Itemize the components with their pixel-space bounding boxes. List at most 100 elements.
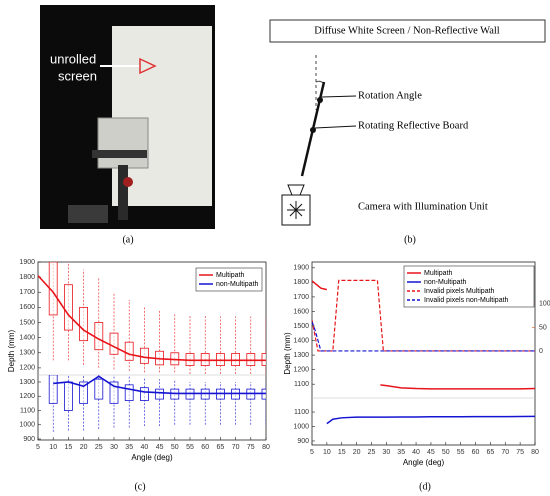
box bbox=[64, 284, 73, 331]
y-tick-label: 1300 bbox=[293, 352, 309, 359]
x-tick-label: 40 bbox=[141, 444, 149, 451]
x-tick-label: 35 bbox=[397, 449, 405, 456]
x-tick-label: 25 bbox=[95, 444, 103, 451]
box bbox=[124, 384, 134, 401]
x-tick-label: 40 bbox=[412, 449, 420, 456]
box bbox=[109, 381, 119, 404]
arrow-head bbox=[139, 57, 157, 75]
y-tick-label: 1100 bbox=[294, 381, 309, 388]
x-tick-label: 50 bbox=[442, 449, 450, 456]
y-tick-label: 1400 bbox=[293, 337, 309, 344]
x-tick-label: 50 bbox=[171, 444, 179, 451]
box bbox=[79, 381, 88, 404]
x-tick-label: 60 bbox=[472, 449, 480, 456]
series bbox=[312, 280, 535, 390]
box bbox=[124, 341, 134, 361]
x-tick-label: 60 bbox=[201, 444, 209, 451]
y-tick-label: 900 bbox=[23, 436, 35, 443]
x-axis-label: Angle (deg) bbox=[403, 458, 445, 467]
equipment bbox=[68, 205, 108, 223]
x-tick-label: 55 bbox=[186, 444, 194, 451]
photo-label: unrolled bbox=[50, 51, 96, 66]
x-tick-label: 65 bbox=[217, 444, 225, 451]
screen-box bbox=[269, 19, 546, 43]
y-tick-label: 1800 bbox=[293, 279, 309, 286]
leader bbox=[321, 95, 357, 98]
y-tick-label: 1200 bbox=[19, 365, 35, 372]
x-tick-label: 75 bbox=[247, 444, 255, 451]
box bbox=[48, 375, 58, 404]
box bbox=[94, 378, 104, 400]
box bbox=[64, 381, 73, 411]
y-tick-label: 1000 bbox=[19, 422, 35, 429]
line bbox=[312, 321, 535, 352]
board bbox=[97, 117, 149, 169]
pivot bbox=[317, 97, 323, 103]
camera-lens bbox=[287, 184, 305, 196]
screen bbox=[112, 26, 212, 206]
legend-label: non-Multipath bbox=[424, 279, 467, 286]
series bbox=[312, 279, 535, 352]
y-axis-label: Depth (mm) bbox=[7, 330, 16, 373]
y-axis-label: Depth (mm) bbox=[283, 332, 292, 375]
box bbox=[139, 347, 149, 364]
legend-label: non-Multipath bbox=[216, 281, 259, 288]
x-tick-label: 20 bbox=[80, 444, 88, 451]
box bbox=[94, 322, 104, 351]
y-tick-label: 1500 bbox=[19, 319, 35, 326]
x-tick-label: 15 bbox=[338, 449, 346, 456]
y-tick-label: 1400 bbox=[19, 334, 35, 341]
box bbox=[155, 388, 165, 400]
median-line bbox=[38, 275, 266, 362]
caption: (a) bbox=[122, 234, 133, 245]
y-tick-label: 900 bbox=[297, 438, 309, 445]
y-tick-label: 1100 bbox=[294, 409, 309, 416]
line bbox=[312, 279, 535, 352]
x-tick-label: 15 bbox=[65, 444, 73, 451]
y-tick-label: 1800 bbox=[19, 274, 35, 281]
photo-label: screen bbox=[58, 68, 97, 83]
diagram: Diffuse White Screen / Non-Reflective Wa… bbox=[269, 19, 546, 226]
chart: 5 10 15 20 25 30 35 40 45 50 55 60 65 70 75 80 Angle (de… bbox=[7, 259, 270, 492]
mount bbox=[123, 177, 133, 187]
series bbox=[48, 375, 266, 432]
x-tick-label: 45 bbox=[156, 444, 164, 451]
x-tick-label: 80 bbox=[262, 444, 270, 451]
pivot bbox=[310, 127, 316, 133]
legend-box bbox=[195, 267, 263, 292]
camera bbox=[92, 150, 147, 158]
y-tick-label: 1900 bbox=[293, 265, 309, 272]
x-tick-label: 80 bbox=[531, 449, 539, 456]
y-tick-label: 1300 bbox=[19, 379, 35, 386]
board-label: Rotating Reflective Board bbox=[358, 120, 469, 131]
x-tick-label: 5 bbox=[36, 444, 40, 451]
legend-label: Invalid pixels non-Multipath bbox=[424, 297, 509, 304]
x-tick-label: 70 bbox=[501, 449, 509, 456]
camera-label: Camera with Illumination Unit bbox=[358, 201, 488, 212]
y-tick-label: 1600 bbox=[19, 304, 35, 311]
legend-box bbox=[403, 265, 535, 308]
y2-tick-label: 50 bbox=[539, 324, 547, 331]
caption: (b) bbox=[404, 234, 416, 245]
x-tick-label: 25 bbox=[368, 449, 376, 456]
y-tick-label: 1600 bbox=[293, 308, 309, 315]
illumination bbox=[287, 201, 305, 219]
x-tick-label: 10 bbox=[49, 444, 57, 451]
screen-label: Diffuse White Screen / Non-Reflective Wa… bbox=[314, 25, 500, 36]
x-tick-label: 20 bbox=[353, 449, 361, 456]
caption: (c) bbox=[134, 481, 145, 492]
x-tick-label: 10 bbox=[323, 449, 331, 456]
y-tick-label: 1100 bbox=[20, 407, 35, 414]
photo: unrolled screen bbox=[40, 5, 215, 229]
y-tick-label: 1700 bbox=[293, 294, 309, 301]
leader bbox=[314, 125, 357, 129]
x-tick-label: 65 bbox=[487, 449, 495, 456]
tripod bbox=[118, 165, 128, 220]
x-tick-label: 35 bbox=[125, 444, 133, 451]
series bbox=[312, 321, 535, 352]
y-tick-label: 1700 bbox=[19, 289, 35, 296]
x-tick-label: 75 bbox=[516, 449, 524, 456]
caption: (d) bbox=[419, 481, 431, 492]
